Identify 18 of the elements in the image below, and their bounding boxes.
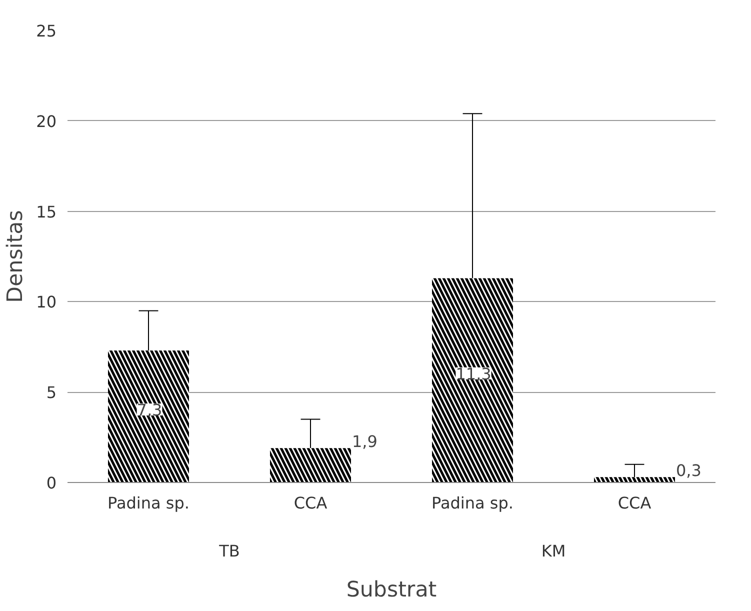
y-tick-label: 0 (46, 474, 57, 492)
text: KM (541, 542, 566, 560)
x-tick-label: Padina sp. (108, 494, 190, 512)
y-axis-title: Densitas (3, 210, 28, 303)
y-tick-label: 25 (36, 22, 56, 40)
text: TB (218, 542, 240, 560)
data-label: 0,3 (676, 461, 702, 480)
data-label: 11,3 (456, 364, 492, 384)
y-tick-label: 5 (46, 383, 57, 402)
data-label: 7,3 (136, 400, 162, 420)
y-tick-label: 10 (36, 292, 56, 312)
x-tick-label: CCA (294, 494, 328, 512)
x-axis-title: Substrat (346, 578, 437, 602)
y-tick-label: 20 (36, 112, 56, 131)
x-tick-label: Padina sp. (432, 494, 514, 512)
data-label: 1,9 (352, 432, 378, 452)
x-tick-label: CCA (618, 494, 652, 512)
y-tick-label: 15 (36, 202, 56, 222)
